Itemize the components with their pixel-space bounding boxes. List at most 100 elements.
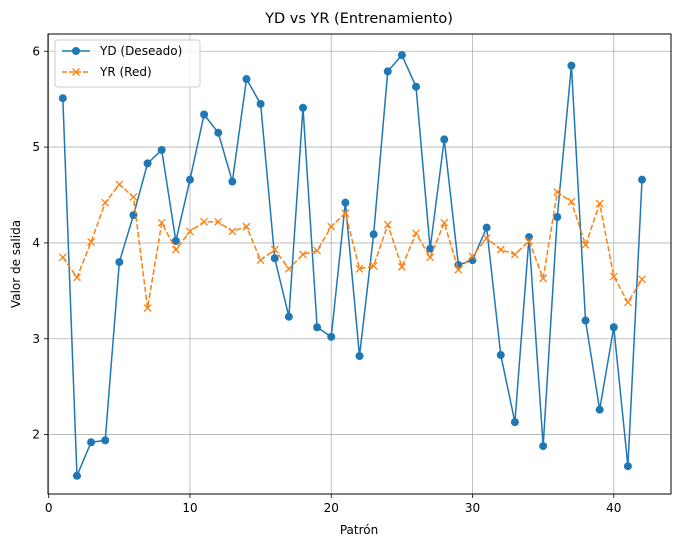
data-point-yd [242, 75, 251, 84]
y-tick-label: 5 [32, 140, 40, 154]
data-point-yr [383, 220, 392, 229]
data-point-yr [553, 188, 562, 197]
data-point-yd [638, 175, 647, 184]
data-point-yd [440, 135, 449, 144]
data-point-yd [595, 405, 604, 414]
data-point-yd [143, 159, 152, 168]
data-point-yr [454, 265, 463, 274]
data-point-yr [284, 264, 293, 273]
data-point-yr [482, 234, 491, 243]
data-point-yd [298, 103, 307, 112]
data-point-yd [355, 352, 364, 360]
legend-marker-yr [72, 68, 80, 76]
data-point-yd [539, 442, 548, 451]
data-point-yr [369, 261, 378, 270]
data-point-yr [256, 256, 265, 265]
data-point-yd [496, 351, 505, 360]
data-point-yr [539, 274, 548, 283]
data-point-yr [426, 253, 435, 262]
data-point-yd [482, 223, 491, 232]
series-yd [58, 51, 647, 480]
data-point-yr [143, 304, 152, 313]
data-point-yd [553, 213, 562, 222]
data-point-yd [341, 198, 350, 207]
data-point-yd [581, 316, 590, 325]
data-point-yd [369, 230, 378, 239]
data-point-yr [313, 246, 322, 255]
x-tick-label: 0 [45, 501, 53, 515]
series-line-yr [62, 183, 643, 309]
data-point-yr [440, 218, 449, 227]
data-point-yr [397, 262, 406, 271]
data-point-yd [157, 145, 166, 154]
data-point-yr [581, 240, 590, 249]
data-point-yr [510, 250, 519, 259]
data-point-yd [609, 323, 618, 332]
x-axis-label: Patrón [340, 523, 378, 537]
data-point-yr [468, 252, 477, 261]
y-tick-label: 6 [32, 44, 40, 58]
data-point-yd [567, 61, 576, 70]
data-point-yd [228, 177, 237, 186]
chart-title: YD vs YR (Entrenamiento) [264, 11, 453, 27]
data-point-yd [101, 436, 110, 445]
data-point-yr [270, 245, 279, 254]
plot-area-frame [47, 33, 672, 495]
data-point-yd [525, 233, 534, 242]
data-point-yd [412, 82, 421, 91]
data-point-yr [299, 250, 307, 259]
data-point-yd [284, 312, 293, 321]
legend-marker-yd [72, 47, 80, 55]
data-point-yd [623, 462, 632, 471]
data-point-yd [256, 99, 265, 108]
x-tick-label: 30 [465, 501, 480, 515]
data-point-yr [595, 199, 604, 208]
y-tick-label: 3 [32, 332, 40, 346]
data-point-yd [58, 94, 67, 103]
data-point-yd [171, 237, 180, 245]
x-tick-label: 10 [182, 501, 197, 515]
grid [48, 34, 671, 494]
data-point-yr [496, 245, 505, 254]
data-point-yd [313, 323, 322, 332]
data-point-yr [525, 237, 533, 245]
data-point-yr [609, 272, 618, 281]
data-point-yr [129, 192, 138, 201]
data-point-yd [397, 51, 406, 60]
series-yr [58, 180, 646, 313]
data-point-yd [510, 418, 519, 427]
legend-label-yd: YD (Deseado) [99, 44, 182, 58]
legend-box [54, 39, 201, 88]
data-point-yr [228, 227, 237, 236]
data-point-yr [186, 227, 194, 236]
data-point-yr [58, 253, 67, 262]
data-point-yr [623, 298, 632, 307]
data-point-yd [115, 258, 124, 267]
data-point-yr [87, 237, 96, 246]
data-point-yd [87, 438, 96, 447]
x-tick-label: 20 [324, 501, 339, 515]
data-point-yr [355, 264, 364, 273]
data-point-yr [638, 275, 646, 284]
data-point-yr [412, 229, 420, 238]
data-point-yr [200, 217, 209, 226]
data-point-yr [171, 245, 180, 254]
y-tick-label: 4 [32, 236, 40, 250]
data-point-yr [242, 222, 251, 231]
data-point-yd [327, 332, 336, 341]
legend: YD (Deseado) YR (Red) [54, 39, 201, 88]
y-axis-label: Valor de salida [9, 220, 23, 308]
data-point-yd [426, 244, 435, 253]
data-point-yr [214, 217, 223, 226]
data-point-yd [185, 175, 194, 184]
x-tick-label: 40 [606, 501, 621, 515]
y-tick-label: 2 [32, 428, 40, 442]
data-point-yr [73, 273, 81, 282]
data-point-yd [383, 67, 392, 76]
data-point-yd [270, 254, 279, 263]
data-point-yd [214, 128, 223, 137]
data-point-yr [567, 197, 576, 206]
data-point-yr [101, 198, 110, 207]
